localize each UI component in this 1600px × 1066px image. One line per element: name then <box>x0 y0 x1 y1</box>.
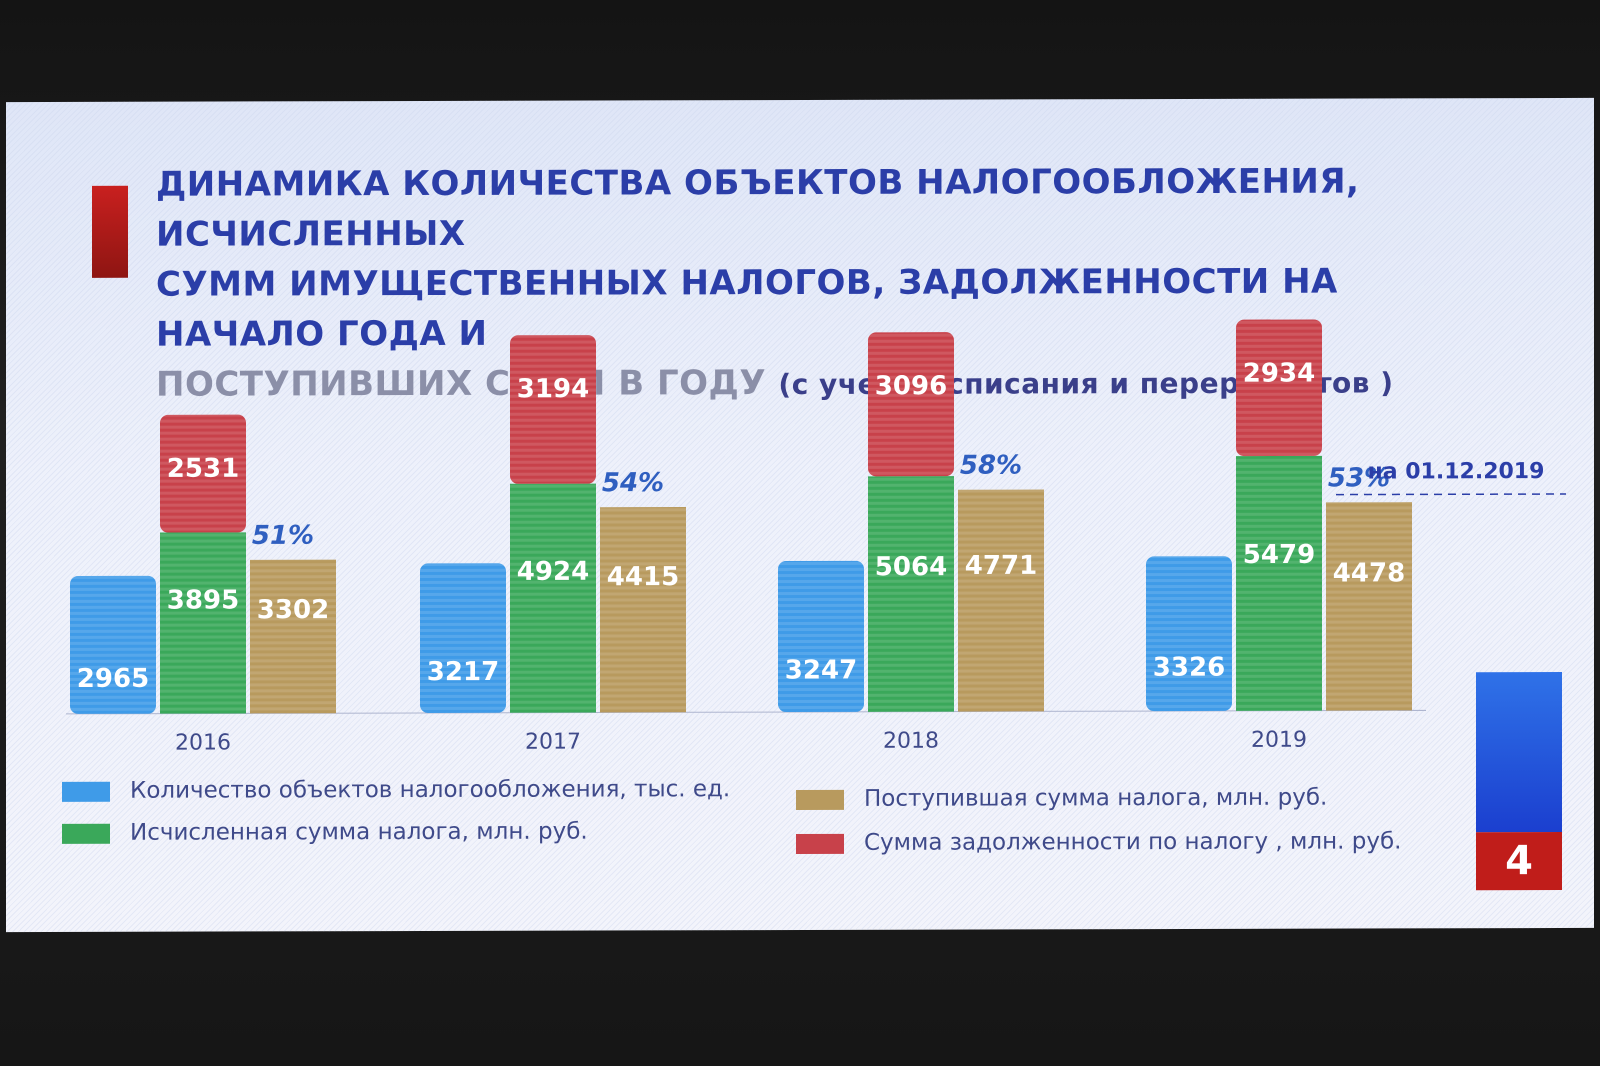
label-debt-2019: 2934 <box>1243 358 1315 388</box>
legend-label-objects: Количество объектов налогообложения, тыс… <box>130 776 731 804</box>
bar-objects-2017-texture <box>420 563 506 713</box>
label-objects-2019: 3326 <box>1153 653 1225 683</box>
label-objects-2018: 3247 <box>785 655 857 685</box>
legend-swatch-debt <box>796 833 844 854</box>
bar-received-2019-texture <box>1326 502 1412 711</box>
bar-debt-2018-texture <box>868 332 954 477</box>
legend-left: Количество объектов налогообложения, тыс… <box>62 776 730 846</box>
label-calculated-2019: 5479 <box>1243 540 1315 570</box>
date-dashed-line <box>1336 493 1566 496</box>
bar-calculated-2016-texture <box>160 532 246 714</box>
legend-right: Поступившая сумма налога, млн. руб. Сумм… <box>796 784 1401 856</box>
legend-swatch-objects <box>62 781 110 802</box>
label-calculated-2017: 4924 <box>517 557 589 587</box>
page-number-block: 4 <box>1476 672 1562 891</box>
bar-calculated-2018-texture <box>868 476 954 712</box>
legend-label-debt: Сумма задолженности по налогу , млн. руб… <box>864 828 1402 856</box>
label-objects-2017: 3217 <box>427 657 499 687</box>
page-number-blue-bar <box>1476 672 1562 833</box>
legend-label-calculated: Исчисленная сумма налога, млн. руб. <box>130 818 588 846</box>
date-note: на 01.12.2019 <box>1368 459 1545 484</box>
label-received-2019: 4478 <box>1333 558 1405 588</box>
bar-calculated-2017-texture <box>510 483 596 713</box>
percent-label-2019: 53% <box>1328 463 1390 493</box>
label-debt-2016: 2531 <box>167 454 239 484</box>
bar-received-2016-texture <box>250 559 336 714</box>
bar-received-2018-texture <box>958 489 1044 712</box>
bar-chart: 2965 3895 2531 3302 51% 2016 3217 4924 3194 4415 5… <box>66 319 1566 756</box>
page-number: 4 <box>1476 832 1562 891</box>
slide: ДИНАМИКА КОЛИЧЕСТВА ОБЪЕКТОВ НАЛОГООБЛОЖ… <box>6 97 1594 933</box>
bar-calculated-2019-texture <box>1236 455 1322 711</box>
label-received-2016: 3302 <box>257 595 329 625</box>
x-tick-2017: 2017 <box>525 730 581 755</box>
label-received-2017: 4415 <box>607 562 679 592</box>
legend-item-received: Поступившая сумма налога, млн. руб. <box>796 784 1401 812</box>
bar-debt-2016-texture <box>160 414 246 533</box>
label-calculated-2018: 5064 <box>875 552 947 582</box>
bar-objects-2018-texture <box>778 560 864 713</box>
label-debt-2017: 3194 <box>517 374 589 404</box>
bar-received-2017-texture <box>600 507 686 713</box>
x-tick-2016: 2016 <box>175 730 231 755</box>
legend-item-debt: Сумма задолженности по налогу , млн. руб… <box>796 828 1401 856</box>
bar-objects-2016-texture <box>70 575 156 714</box>
label-calculated-2016: 3895 <box>167 585 239 615</box>
percent-label-2016: 51% <box>252 521 314 551</box>
legend-swatch-received <box>796 789 844 810</box>
label-received-2018: 4771 <box>965 551 1037 581</box>
legend-label-received: Поступившая сумма налога, млн. руб. <box>864 784 1328 812</box>
label-debt-2018: 3096 <box>875 371 947 401</box>
bar-debt-2017-texture <box>510 335 596 484</box>
percent-label-2017: 54% <box>602 468 664 498</box>
legend-swatch-calculated <box>62 823 110 844</box>
bar-objects-2019-texture <box>1146 556 1232 712</box>
x-tick-2018: 2018 <box>883 729 939 754</box>
label-objects-2016: 2965 <box>77 664 149 694</box>
legend-item-objects: Количество объектов налогообложения, тыс… <box>62 776 730 804</box>
x-tick-2019: 2019 <box>1251 728 1307 753</box>
legend-item-calculated: Исчисленная сумма налога, млн. руб. <box>62 818 730 846</box>
bar-debt-2019-texture <box>1236 319 1322 457</box>
percent-label-2018: 58% <box>960 451 1022 481</box>
